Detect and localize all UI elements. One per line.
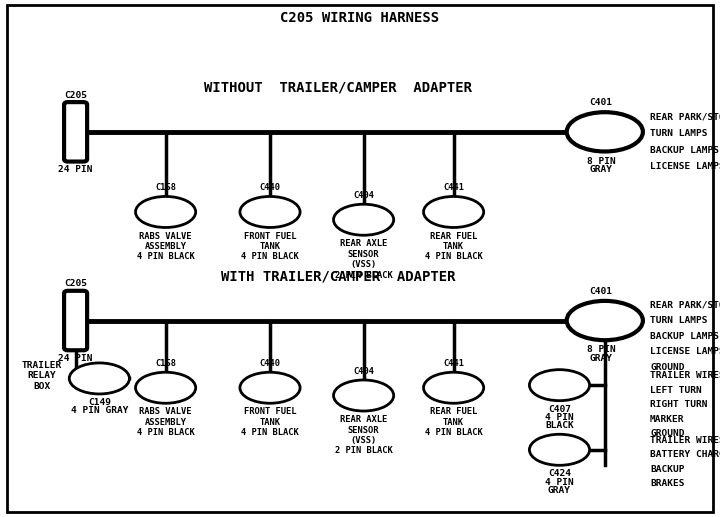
Text: REAR AXLE
SENSOR
(VSS)
2 PIN BLACK: REAR AXLE SENSOR (VSS) 2 PIN BLACK [335, 239, 392, 280]
FancyBboxPatch shape [64, 291, 87, 351]
Text: GRAY: GRAY [590, 354, 613, 362]
Text: GROUND: GROUND [650, 362, 685, 372]
Text: MARKER: MARKER [650, 415, 685, 424]
Text: TRAILER
RELAY
BOX: TRAILER RELAY BOX [22, 361, 62, 391]
Text: C404: C404 [353, 191, 374, 200]
Text: WITH TRAILER/CAMPER  ADAPTER: WITH TRAILER/CAMPER ADAPTER [221, 269, 456, 284]
Text: REAR PARK/STOP: REAR PARK/STOP [650, 300, 720, 310]
Text: C440: C440 [259, 184, 281, 192]
Ellipse shape [567, 112, 643, 151]
Text: 4 PIN GRAY: 4 PIN GRAY [71, 406, 128, 415]
Text: BACKUP LAMPS: BACKUP LAMPS [650, 331, 719, 341]
Text: LICENSE LAMPS: LICENSE LAMPS [650, 347, 720, 356]
Ellipse shape [423, 196, 484, 227]
Text: C149: C149 [88, 398, 111, 407]
Text: 4 PIN: 4 PIN [545, 478, 574, 486]
Text: C440: C440 [259, 359, 281, 368]
Text: BLACK: BLACK [545, 421, 574, 430]
Text: 4 PIN: 4 PIN [545, 413, 574, 422]
Text: WITHOUT  TRAILER/CAMPER  ADAPTER: WITHOUT TRAILER/CAMPER ADAPTER [204, 81, 472, 95]
Text: C158: C158 [155, 184, 176, 192]
Text: BATTERY CHARGE: BATTERY CHARGE [650, 450, 720, 460]
Text: C441: C441 [443, 359, 464, 368]
Text: C424: C424 [548, 469, 571, 478]
Text: BACKUP LAMPS: BACKUP LAMPS [650, 146, 719, 155]
Text: GRAY: GRAY [590, 165, 613, 174]
Text: REAR FUEL
TANK
4 PIN BLACK: REAR FUEL TANK 4 PIN BLACK [425, 407, 482, 437]
Text: 24 PIN: 24 PIN [58, 165, 93, 174]
Ellipse shape [529, 370, 590, 401]
Text: C404: C404 [353, 367, 374, 376]
Text: C441: C441 [443, 184, 464, 192]
Ellipse shape [333, 204, 394, 235]
Text: C205: C205 [64, 90, 87, 99]
Text: RABS VALVE
ASSEMBLY
4 PIN BLACK: RABS VALVE ASSEMBLY 4 PIN BLACK [137, 407, 194, 437]
Ellipse shape [135, 196, 196, 227]
Text: TURN LAMPS: TURN LAMPS [650, 316, 708, 325]
Text: REAR FUEL
TANK
4 PIN BLACK: REAR FUEL TANK 4 PIN BLACK [425, 232, 482, 262]
Text: LICENSE LAMPS: LICENSE LAMPS [650, 162, 720, 172]
Text: C401: C401 [590, 287, 613, 296]
Ellipse shape [240, 372, 300, 403]
Text: TRAILER WIRES: TRAILER WIRES [650, 436, 720, 445]
Ellipse shape [423, 372, 484, 403]
Ellipse shape [333, 380, 394, 411]
FancyBboxPatch shape [64, 102, 87, 161]
Text: 8 PIN: 8 PIN [587, 345, 616, 354]
Text: C158: C158 [155, 359, 176, 368]
Text: C205: C205 [64, 279, 87, 288]
Text: LEFT TURN: LEFT TURN [650, 386, 702, 395]
Ellipse shape [135, 372, 196, 403]
Text: RABS VALVE
ASSEMBLY
4 PIN BLACK: RABS VALVE ASSEMBLY 4 PIN BLACK [137, 232, 194, 262]
Ellipse shape [529, 434, 590, 465]
Ellipse shape [69, 363, 130, 394]
Text: 8 PIN: 8 PIN [587, 157, 616, 165]
Text: TURN LAMPS: TURN LAMPS [650, 129, 708, 139]
Text: RIGHT TURN: RIGHT TURN [650, 400, 708, 409]
Text: FRONT FUEL
TANK
4 PIN BLACK: FRONT FUEL TANK 4 PIN BLACK [241, 232, 299, 262]
Text: 24 PIN: 24 PIN [58, 354, 93, 363]
Text: REAR AXLE
SENSOR
(VSS)
2 PIN BLACK: REAR AXLE SENSOR (VSS) 2 PIN BLACK [335, 415, 392, 455]
Ellipse shape [567, 301, 643, 340]
Text: GROUND: GROUND [650, 429, 685, 438]
Text: GRAY: GRAY [548, 486, 571, 495]
Text: C407: C407 [548, 405, 571, 414]
Text: BACKUP: BACKUP [650, 465, 685, 474]
Text: REAR PARK/STOP: REAR PARK/STOP [650, 113, 720, 122]
Text: C205 WIRING HARNESS: C205 WIRING HARNESS [280, 11, 440, 25]
Ellipse shape [240, 196, 300, 227]
Text: C401: C401 [590, 98, 613, 107]
Text: BRAKES: BRAKES [650, 479, 685, 489]
Text: TRAILER WIRES: TRAILER WIRES [650, 371, 720, 381]
Text: FRONT FUEL
TANK
4 PIN BLACK: FRONT FUEL TANK 4 PIN BLACK [241, 407, 299, 437]
